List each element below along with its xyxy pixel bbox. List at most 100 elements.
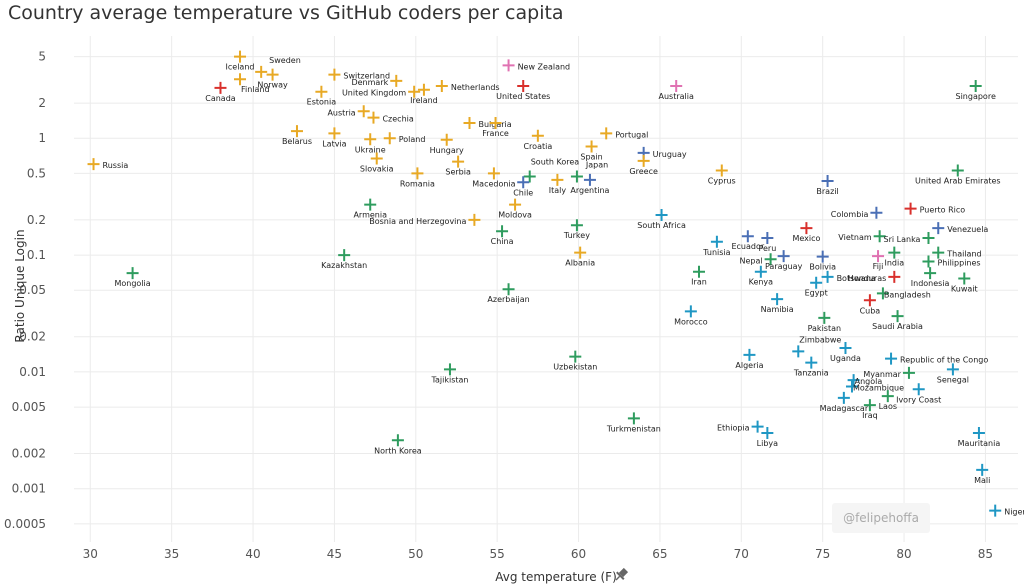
data-point[interactable]: Austria: [327, 105, 370, 118]
data-point[interactable]: Angola: [847, 374, 883, 386]
data-point[interactable]: Latvia: [322, 127, 347, 148]
data-point[interactable]: Kazakhstan: [321, 249, 367, 270]
data-point[interactable]: Indonesia: [911, 267, 950, 288]
data-point[interactable]: Puerto Rico: [904, 202, 966, 215]
data-point[interactable]: Russia: [87, 158, 129, 171]
data-point[interactable]: Greece: [629, 154, 658, 176]
data-point[interactable]: Bosnia and Herzegovina: [369, 213, 481, 226]
data-point[interactable]: Kenya: [749, 265, 774, 287]
data-point[interactable]: Mongolia: [114, 267, 151, 288]
data-point[interactable]: Vietnam: [838, 230, 886, 243]
data-point[interactable]: Myanmar: [863, 366, 915, 379]
data-point[interactable]: Belarus: [282, 125, 312, 146]
data-point[interactable]: Chile: [513, 176, 533, 197]
data-point[interactable]: Ivory Coast: [896, 383, 941, 404]
data-point[interactable]: Slovakia: [360, 152, 394, 174]
data-point[interactable]: Pakistan: [808, 311, 842, 333]
data-point[interactable]: Argentina: [570, 173, 610, 195]
data-point[interactable]: Spain: [580, 140, 603, 161]
data-point[interactable]: Honduras: [848, 270, 901, 283]
data-point[interactable]: United Arab Emirates: [915, 164, 1001, 185]
data-point[interactable]: Ethiopia: [717, 420, 764, 433]
data-point[interactable]: Serbia: [445, 155, 471, 177]
data-point[interactable]: Cyprus: [708, 164, 736, 185]
data-point[interactable]: South Korea: [523, 158, 580, 183]
data-point[interactable]: Tajikistan: [430, 363, 468, 384]
data-point[interactable]: Uruguay: [637, 146, 687, 159]
data-point[interactable]: Iran: [691, 265, 707, 287]
data-point[interactable]: China: [491, 225, 514, 246]
data-point[interactable]: United States: [496, 79, 550, 101]
data-point[interactable]: Portugal: [600, 127, 648, 139]
data-point[interactable]: Bangladesh: [876, 287, 931, 299]
data-point[interactable]: Madagascar: [820, 391, 869, 413]
data-point[interactable]: Uganda: [830, 342, 861, 363]
data-point[interactable]: Paraguay: [765, 250, 803, 271]
data-point[interactable]: Uzbekistan: [553, 350, 597, 372]
data-point[interactable]: Thailand: [932, 246, 982, 259]
data-point[interactable]: Azerbaijan: [487, 283, 530, 304]
data-point[interactable]: Niger: [989, 504, 1024, 517]
data-point[interactable]: Botswana: [821, 270, 876, 283]
data-point[interactable]: Canada: [205, 81, 236, 103]
pin-icon[interactable]: [613, 567, 630, 584]
data-point[interactable]: Poland: [383, 132, 426, 144]
data-point[interactable]: Saudi Arabia: [872, 310, 923, 331]
data-point[interactable]: France: [482, 117, 509, 138]
data-point[interactable]: Italy: [549, 173, 567, 195]
data-point[interactable]: Iceland: [226, 50, 255, 72]
data-point[interactable]: Mali: [974, 463, 990, 485]
data-point[interactable]: Morocco: [674, 305, 708, 326]
data-point[interactable]: Ecuador: [731, 230, 765, 251]
data-point[interactable]: Singapore: [956, 79, 996, 101]
data-point[interactable]: Kuwait: [951, 272, 978, 294]
data-point[interactable]: Laos: [879, 390, 897, 411]
data-point[interactable]: Denmark: [351, 74, 403, 87]
data-point[interactable]: Hungary: [430, 133, 464, 155]
data-point[interactable]: Cuba: [860, 294, 881, 315]
data-point[interactable]: Czechia: [367, 111, 414, 124]
data-point[interactable]: New Zealand: [502, 59, 571, 72]
data-point[interactable]: Tanzania: [793, 356, 829, 378]
data-point[interactable]: Iraq: [862, 399, 878, 420]
data-point[interactable]: Namibia: [761, 293, 794, 314]
data-point[interactable]: Croatia: [523, 129, 552, 151]
data-point[interactable]: Japan: [570, 161, 608, 183]
data-point[interactable]: Mauritania: [958, 426, 1001, 448]
data-point[interactable]: South Africa: [637, 209, 686, 230]
data-point[interactable]: Republic of the Congo: [885, 352, 988, 365]
data-point[interactable]: Brazil: [816, 175, 839, 196]
data-point[interactable]: Turkey: [563, 219, 590, 240]
data-point[interactable]: Sweden: [255, 56, 301, 78]
data-point[interactable]: Netherlands: [435, 79, 500, 92]
data-point[interactable]: Turkmenistan: [606, 412, 661, 433]
data-point[interactable]: Finland: [234, 73, 270, 94]
data-point[interactable]: Romania: [400, 167, 435, 188]
data-point[interactable]: Ireland: [410, 83, 438, 105]
data-point[interactable]: Australia: [659, 79, 694, 101]
data-point[interactable]: Estonia: [307, 85, 337, 107]
data-point[interactable]: Albania: [565, 246, 595, 268]
data-point[interactable]: United Kingdom: [342, 85, 421, 98]
data-point[interactable]: Colombia: [831, 206, 883, 219]
data-point[interactable]: Macedonia: [472, 167, 516, 188]
data-point[interactable]: Peru: [758, 231, 776, 253]
data-point[interactable]: Mozambique: [845, 380, 904, 393]
data-point[interactable]: Libya: [757, 426, 778, 448]
data-point[interactable]: Ukraine: [355, 133, 386, 154]
data-point[interactable]: Algeria: [735, 348, 764, 370]
data-point[interactable]: India: [884, 246, 904, 268]
data-point[interactable]: Armenia: [353, 198, 387, 220]
data-point[interactable]: Norway: [257, 68, 288, 90]
data-point[interactable]: Senegal: [937, 363, 969, 384]
data-point[interactable]: Switzerland: [328, 68, 390, 81]
data-point[interactable]: Tunisia: [702, 235, 731, 257]
data-point[interactable]: Mexico: [792, 222, 820, 243]
data-point[interactable]: Bolivia: [809, 250, 836, 272]
data-point[interactable]: Nepal: [739, 253, 777, 266]
data-point[interactable]: Bulgaria: [463, 117, 512, 129]
data-point[interactable]: Zimbabwe: [792, 335, 841, 358]
data-point[interactable]: Egypt: [805, 276, 828, 298]
data-point[interactable]: Fiji: [872, 250, 885, 271]
data-point[interactable]: Moldova: [498, 198, 532, 220]
